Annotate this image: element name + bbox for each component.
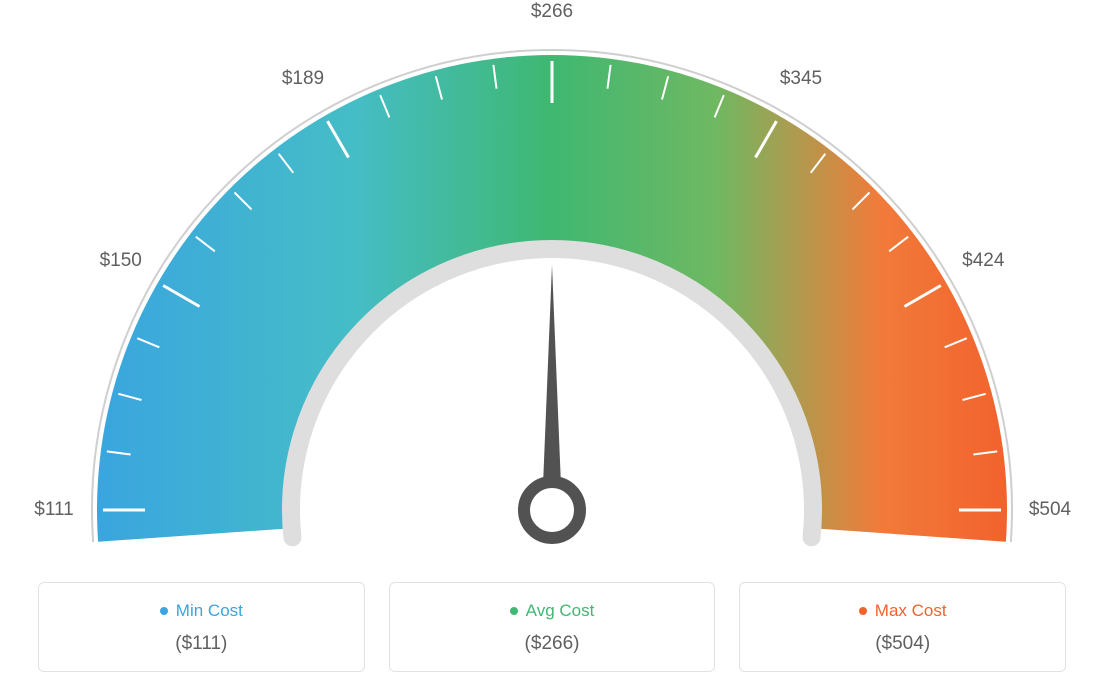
gauge-tick-label: $111 — [34, 499, 73, 521]
min-dot — [160, 607, 168, 615]
max-dot — [859, 607, 867, 615]
avg-cost-label: Avg Cost — [526, 601, 595, 621]
gauge-chart-container: $111 $150 $189 $266 $345 $424 $504 Min Cost ($… — [0, 0, 1104, 690]
gauge-tick-label: $266 — [531, 1, 573, 23]
avg-cost-value: ($266) — [400, 633, 705, 655]
avg-cost-card: Avg Cost ($266) — [389, 582, 716, 672]
gauge-svg — [0, 0, 1104, 560]
min-cost-card: Min Cost ($111) — [38, 582, 365, 672]
summary-cards: Min Cost ($111) Avg Cost ($266) Max Cost… — [38, 582, 1066, 672]
gauge-tick-label: $189 — [282, 68, 324, 90]
gauge-tick-label: $150 — [100, 250, 142, 272]
min-cost-label: Min Cost — [176, 601, 243, 621]
avg-dot — [510, 607, 518, 615]
max-cost-card: Max Cost ($504) — [739, 582, 1066, 672]
gauge-tick-label: $504 — [1029, 499, 1071, 521]
gauge-area: $111 $150 $189 $266 $345 $424 $504 — [0, 0, 1104, 560]
gauge-tick-label: $345 — [780, 68, 822, 90]
gauge-tick-label: $424 — [962, 250, 1004, 272]
max-cost-label: Max Cost — [875, 601, 947, 621]
max-cost-value: ($504) — [750, 633, 1055, 655]
min-cost-value: ($111) — [49, 633, 354, 655]
